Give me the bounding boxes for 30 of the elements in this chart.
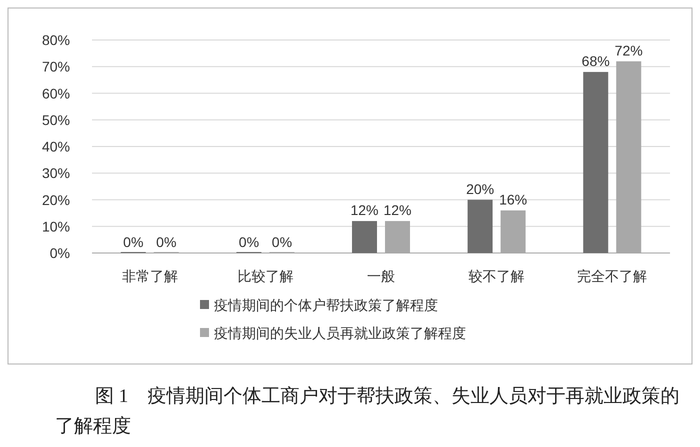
y-tick-label: 70% (42, 58, 70, 75)
data-label: 0% (238, 234, 260, 250)
data-label: 12% (383, 202, 412, 218)
y-tick-label: 30% (42, 165, 70, 182)
x-tick-label: 非常了解 (122, 268, 178, 284)
bar (468, 200, 493, 253)
y-tick-label: 50% (42, 112, 70, 128)
data-label: 68% (582, 52, 610, 69)
data-label: 72% (614, 42, 643, 58)
bar (583, 72, 608, 253)
x-tick-label: 一般 (367, 268, 395, 284)
y-tick-label: 10% (42, 218, 70, 234)
data-label: 20% (466, 180, 494, 197)
legend-label: 疫情期间的个体户帮扶政策了解程度 (214, 297, 438, 313)
y-tick-label: 40% (42, 138, 70, 154)
legend-label: 疫情期间的失业人员再就业政策了解程度 (214, 325, 466, 341)
x-tick-label: 较不了解 (468, 268, 525, 284)
x-tick-label: 完全不了解 (577, 268, 648, 284)
y-tick-label: 60% (42, 85, 70, 102)
y-tick-label: 20% (42, 192, 70, 208)
data-label: 16% (499, 191, 528, 208)
bar (352, 221, 377, 253)
data-label: 12% (350, 202, 379, 218)
x-tick-label: 比较了解 (237, 268, 294, 284)
data-label: 0% (156, 234, 176, 250)
caption: 图 1 疫情期间个体工商户对于帮扶政策、失业人员对于再就业政策的了解程度 (55, 385, 680, 439)
data-label: 0% (272, 234, 292, 250)
y-tick-label: 80% (42, 32, 70, 48)
y-tick-label: 0% (50, 245, 70, 261)
data-label: 0% (123, 234, 144, 250)
